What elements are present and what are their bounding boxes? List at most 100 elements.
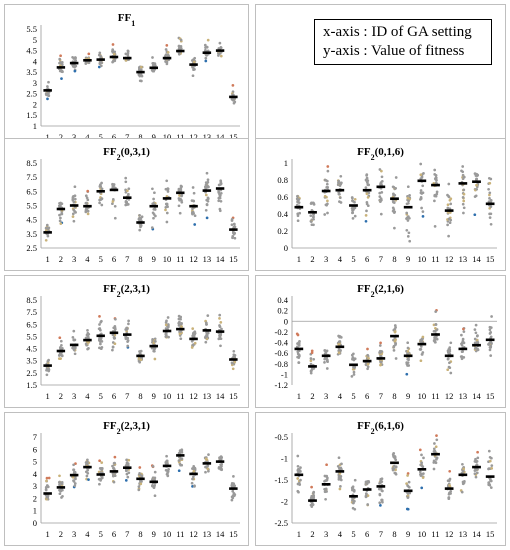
y-tick-label: 2.5 [26,368,37,378]
fitness-point [378,493,382,497]
fitness-point [217,189,220,193]
chart-ff2-016: FF2(0,1,6)00.20.40.60.811 2 3 4 5 6 7 8 9 10 11 12 1… [277,146,497,264]
y-tick-label: 3.5 [26,67,37,77]
fitness-point [58,488,61,492]
fitness-point [489,344,493,348]
fitness-point [434,323,438,326]
fitness-point [179,45,183,48]
fitness-point [460,333,463,337]
x-tick-label: 14 [472,391,481,401]
fitness-point [72,329,76,333]
setting-15-points [487,315,493,357]
y-tick-label: 0.4 [277,295,288,305]
fitness-point [338,487,342,491]
chart-title: FF2(2,3,1) [103,420,150,436]
fitness-point [447,217,451,221]
fitness-point [190,346,194,349]
fitness-point [204,340,208,344]
fitness-point [218,337,222,340]
fitness-point [474,457,477,461]
fitness-point [462,192,466,196]
x-tick-label: 2 [310,391,314,401]
fitness-point [127,471,131,475]
fitness-point [406,496,410,499]
setting-14-points [217,179,223,213]
fitness-point [191,207,194,211]
fitness-point [207,453,210,456]
fitness-point [337,340,341,344]
fitness-point [446,368,450,372]
fitness-point [326,360,329,364]
fitness-point [461,165,465,168]
title-subscript: 2 [371,153,375,162]
fitness-point [351,506,355,510]
fitness-point [324,203,328,207]
fitness-point [151,338,154,341]
y-tick-label: -0.4 [275,338,289,348]
title-main: FF [357,283,371,295]
setting-11-points [432,168,439,228]
fitness-point [421,465,425,469]
fitness-point [353,214,357,218]
y-tick-label: 7.5 [26,307,37,317]
x-tick-label: 7 [125,529,129,539]
fitness-point [448,483,451,487]
fitness-point [325,463,328,467]
x-tick-label: 11 [176,254,184,264]
fitness-point [98,51,102,55]
fitness-point [179,38,183,42]
fitness-point [405,202,409,206]
fitness-point [325,186,329,189]
fitness-point [207,469,210,473]
y-tick-label: 3.5 [26,229,37,239]
x-tick-label: 10 [163,254,172,264]
fitness-point [58,474,61,478]
fitness-point [230,361,234,365]
x-tick-label: 9 [152,391,156,401]
fitness-point [433,329,437,333]
fitness-point [127,319,130,323]
fitness-point [154,214,157,218]
fitness-point [435,434,438,437]
fitness-point [87,478,90,481]
fitness-point [127,458,131,462]
fitness-point [71,215,75,218]
fitness-point [461,337,465,341]
fitness-point [230,219,234,222]
fitness-point [232,494,236,498]
fitness-point [165,454,168,458]
y-tick-label: 0 [284,243,288,253]
fitness-point [98,482,101,486]
fitness-point [100,345,104,349]
setting-11-points [177,314,183,341]
y-tick-label: 3 [33,481,37,491]
fitness-point [191,334,195,338]
fitness-point [205,216,209,220]
fitness-point [233,484,237,488]
title-main: FF [103,420,117,432]
y-tick-label: 2 [33,493,37,503]
fitness-point [180,185,183,188]
fitness-point [419,359,423,363]
fitness-point [488,181,492,185]
fitness-point [299,466,302,469]
fitness-point [379,477,383,481]
fitness-point [405,507,409,511]
fitness-point [126,464,130,467]
chart-panel-ff2-231-a: FF2(2,3,1) 1.5 2.5 3.5 4.5 5.5 6.5 7.5 8.5 1 2 3 4 5 6… [4,275,249,408]
fitness-point [380,169,383,173]
fitness-point [434,326,437,330]
fitness-point [114,317,117,321]
setting-6-points [364,480,371,507]
fitness-point [152,197,155,201]
fitness-point [323,178,327,182]
fitness-point [447,234,450,238]
setting-4-points [336,334,343,356]
fitness-point [231,84,235,87]
y-tick-label: 4 [33,469,38,479]
x-tick-label: 1 [297,254,301,264]
fitness-point [408,491,412,495]
fitness-point [180,457,183,461]
fitness-point [476,348,480,352]
fitness-point [204,59,208,63]
